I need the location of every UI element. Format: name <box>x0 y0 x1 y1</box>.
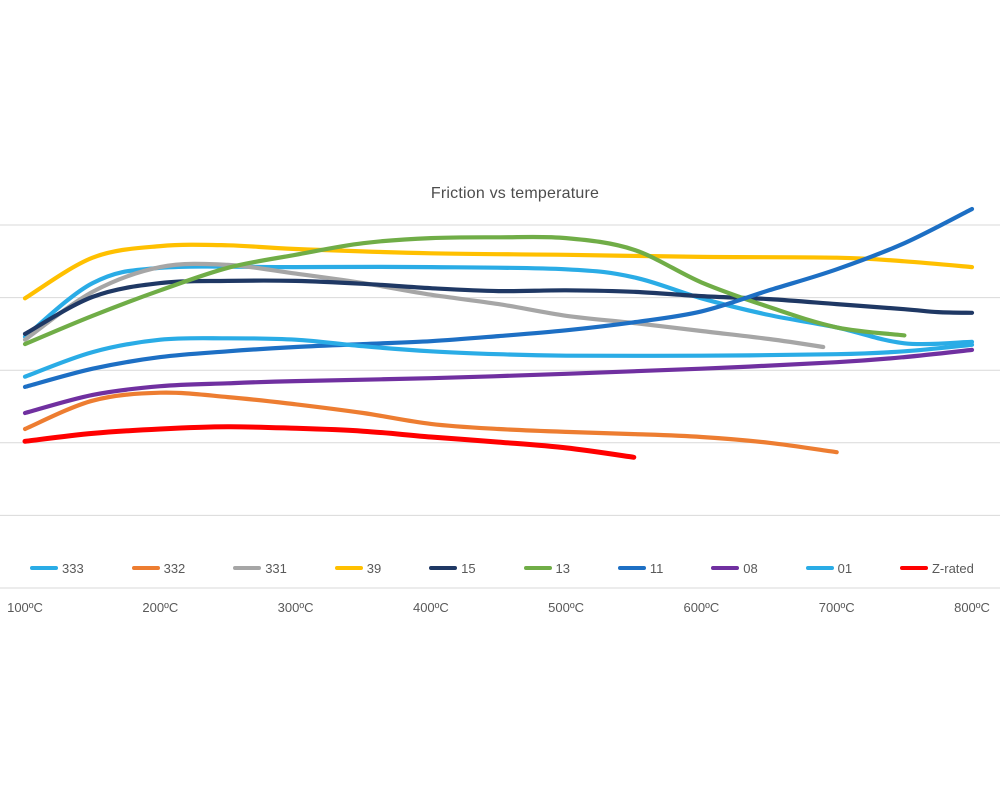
legend-item-333[interactable]: 333 <box>30 562 84 575</box>
legend-label: 01 <box>837 560 853 576</box>
legend: 333 332 331 39 15 13 11 08 01 Z-rated <box>30 560 974 576</box>
series-line-Z-rated[interactable] <box>22 424 637 460</box>
legend-label: 08 <box>743 560 758 576</box>
series-line-332[interactable] <box>22 390 839 455</box>
legend-swatch-icon <box>334 565 363 571</box>
legend-item-331[interactable]: 331 <box>233 562 287 575</box>
series-line-331[interactable] <box>22 261 826 350</box>
chart-title: Friction vs temperature <box>430 185 600 202</box>
legend-swatch-icon <box>899 565 928 571</box>
series-line-39[interactable] <box>22 242 975 301</box>
legend-label: 11 <box>649 560 664 576</box>
legend-label: 331 <box>265 560 287 576</box>
legend-item-15[interactable]: 15 <box>429 560 476 576</box>
legend-label: 13 <box>555 560 570 576</box>
legend-item-01[interactable]: 01 <box>805 560 853 576</box>
series-line-11[interactable] <box>22 206 975 389</box>
legend-label: Z-rated <box>931 560 974 576</box>
legend-swatch-icon <box>523 565 552 571</box>
series-line-08[interactable] <box>22 347 975 416</box>
legend-label: 333 <box>62 560 84 576</box>
legend-swatch-icon <box>30 565 58 571</box>
legend-swatch-icon <box>617 565 646 571</box>
legend-item-332[interactable]: 332 <box>131 560 186 576</box>
series-line-01[interactable] <box>22 336 975 379</box>
legend-label: 15 <box>461 560 476 576</box>
legend-swatch-icon <box>711 565 740 571</box>
legend-label: 39 <box>366 560 382 576</box>
legend-item-13[interactable]: 13 <box>523 560 570 576</box>
legend-swatch-icon <box>805 565 834 571</box>
legend-swatch-icon <box>233 565 262 571</box>
legend-swatch-icon <box>131 565 160 571</box>
series-line-13[interactable] <box>22 234 907 347</box>
legend-item-08[interactable]: 08 <box>711 560 758 576</box>
legend-item-39[interactable]: 39 <box>334 560 382 576</box>
legend-item-Z-rated[interactable]: Z-rated <box>899 560 974 576</box>
legend-label: 332 <box>163 560 186 576</box>
legend-item-11[interactable]: 11 <box>617 560 664 576</box>
legend-swatch-icon <box>429 565 458 571</box>
